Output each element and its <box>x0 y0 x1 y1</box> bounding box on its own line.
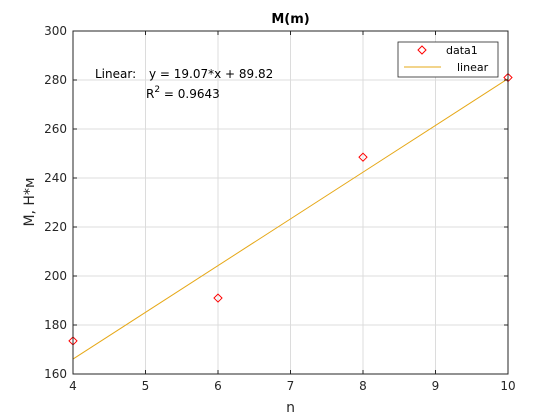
y-tick-label: 220 <box>44 220 67 234</box>
data-point-data1 <box>213 293 223 303</box>
y-tick-label: 260 <box>44 122 67 136</box>
fit-annotation-r2: R2 = 0.9643 <box>146 85 220 101</box>
tick-layer: 4 5 6 7 8 9 10 160 180 200 220 240 260 280 300 <box>44 24 516 393</box>
fit-annotation-equation: y = 19.07*x + 89.82 <box>149 67 273 81</box>
x-tick-label: 4 <box>69 379 77 393</box>
x-tick-label: 7 <box>287 379 295 393</box>
y-tick-label: 200 <box>44 269 67 283</box>
y-tick-label: 180 <box>44 318 67 332</box>
x-axis-label: n <box>286 400 295 416</box>
y-axis-label: M, H*м <box>22 177 38 226</box>
series-layer <box>68 72 513 360</box>
chart-title: M(m) <box>271 12 309 27</box>
x-tick-label: 5 <box>142 379 150 393</box>
x-tick-label: 6 <box>214 379 222 393</box>
x-tick-label: 8 <box>359 379 367 393</box>
legend-label-data1: data1 <box>446 44 478 57</box>
data-point-data1 <box>358 152 368 162</box>
r2-exponent: 2 <box>154 85 160 95</box>
y-tick-label: 300 <box>44 24 67 38</box>
y-tick-label: 280 <box>44 73 67 87</box>
r2-value: = 0.9643 <box>160 87 220 101</box>
legend-label-linear: linear <box>457 61 489 74</box>
x-tick-label: 10 <box>500 379 515 393</box>
y-tick-label: 160 <box>44 367 67 381</box>
x-tick-label: 9 <box>432 379 440 393</box>
legend-box <box>397 41 499 78</box>
y-tick-label: 240 <box>44 171 67 185</box>
r2-base: R <box>146 87 154 101</box>
fit-annotation: Linear: y = 19.07*x + 89.82 R2 = 0.9643 <box>95 67 273 101</box>
fit-line-linear <box>72 78 509 360</box>
legend: data1 linear <box>397 41 499 78</box>
fit-annotation-prefix: Linear: <box>95 67 136 81</box>
legend-marker-data1 <box>417 45 427 55</box>
